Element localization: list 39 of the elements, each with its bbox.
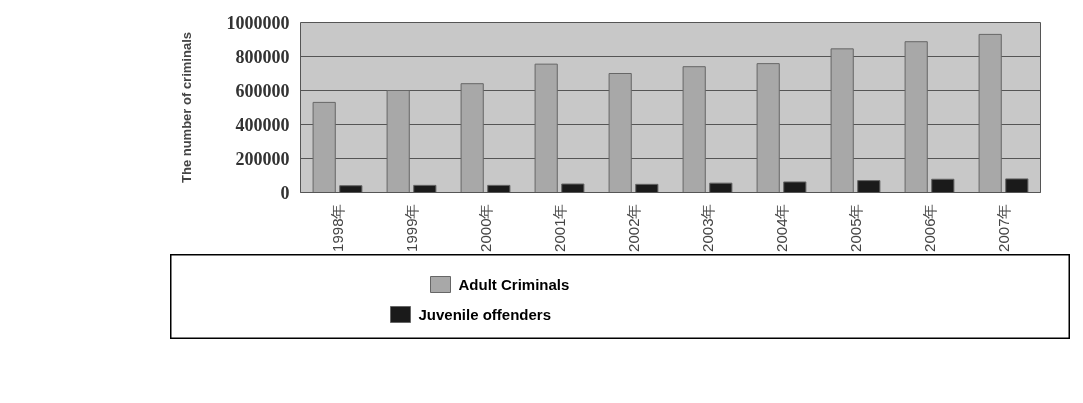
bar [413,184,437,193]
bar [904,41,928,193]
x-tick-label: 2003年 [699,203,716,252]
x-tick-label: 2000年 [477,203,494,252]
bar [312,101,336,193]
bar [756,63,780,193]
bar [635,183,659,193]
bar [487,184,511,193]
y-tick-label: 800000 [235,47,290,67]
y-tick-label: 200000 [235,149,290,169]
legend-label: Adult Criminals [458,276,570,293]
bar [682,66,706,193]
x-tick-label: 2007年 [995,203,1012,252]
y-tick-label: 400000 [235,115,290,135]
bar [931,178,955,193]
bar [709,182,733,193]
bar [561,183,585,193]
x-tick-label: 1999年 [403,203,420,252]
x-tick-label: 1998年 [329,203,346,252]
bar [783,181,807,193]
bar [1005,178,1029,193]
bar [830,48,854,193]
x-tick-label: 2006年 [921,203,938,252]
legend-label: Juvenile offenders [418,306,552,323]
x-tick-label: 2002年 [625,203,642,252]
bar [978,33,1002,193]
bar [608,73,632,193]
y-axis-title: The number of criminals [178,32,194,183]
bar [339,185,363,193]
bar [534,63,558,193]
bar [386,90,410,193]
y-tick-label: 1000000 [226,13,290,33]
x-tick-label: 2004年 [773,203,790,252]
y-tick-label: 0 [280,183,290,203]
bar [460,83,484,193]
y-tick-label: 600000 [235,81,290,101]
x-tick-label: 2001年 [551,203,568,252]
x-tick-label: 2005年 [847,203,864,252]
bar [857,180,881,193]
